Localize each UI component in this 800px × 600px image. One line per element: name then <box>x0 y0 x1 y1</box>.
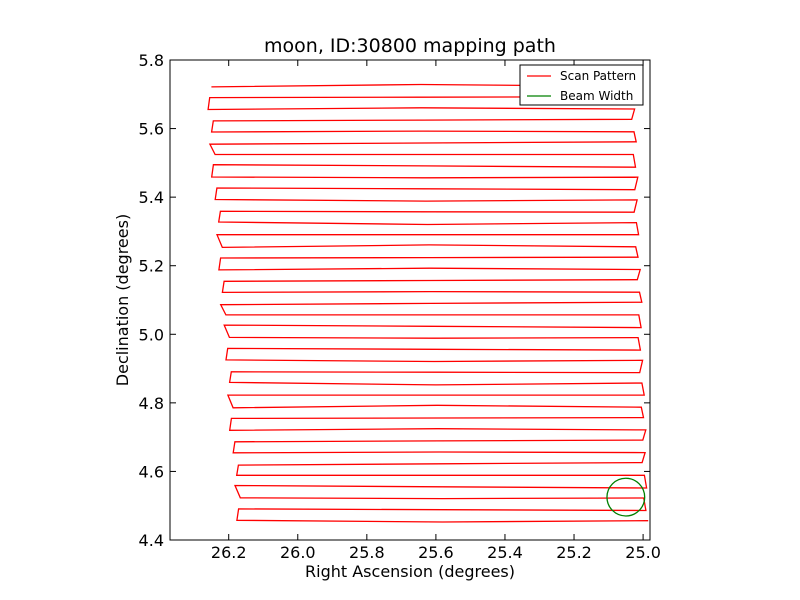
y-tick-label: 5.8 <box>139 51 164 70</box>
y-axis-ticks: 4.4 4.6 4.8 5.0 5.2 5.4 5.6 5.8 <box>139 51 650 550</box>
plot-area-background <box>170 60 650 540</box>
y-tick-label: 5.2 <box>139 257 164 276</box>
chart-title: moon, ID:30800 mapping path <box>264 35 556 57</box>
y-tick-label: 4.6 <box>139 462 164 481</box>
y-tick-label: 5.6 <box>139 120 164 139</box>
y-axis-label: Declination (degrees) <box>113 214 132 386</box>
legend-box <box>519 64 644 106</box>
x-tick-label: 25.8 <box>349 543 385 562</box>
x-tick-label: 25.6 <box>418 543 454 562</box>
plot-frame <box>169 59 651 541</box>
y-tick-label: 5.4 <box>139 188 164 207</box>
x-tick-label: 25.0 <box>625 543 661 562</box>
x-tick-label: 25.4 <box>487 543 523 562</box>
beam-width-circle <box>606 477 646 517</box>
legend: Scan Pattern Beam Width <box>519 64 644 106</box>
x-axis-label: Right Ascension (degrees) <box>305 562 515 581</box>
x-axis-ticks: 26.2 26.0 25.8 25.6 25.4 25.2 25.0 <box>211 60 661 562</box>
y-tick-label: 4.4 <box>139 531 164 550</box>
x-tick-label: 25.2 <box>556 543 592 562</box>
plot-data-group <box>207 83 649 523</box>
legend-label-beam-width: Beam Width <box>560 89 633 103</box>
x-tick-label: 26.0 <box>280 543 316 562</box>
legend-label-scan-pattern: Scan Pattern <box>560 69 636 83</box>
y-tick-label: 5.0 <box>139 325 164 344</box>
x-tick-label: 26.2 <box>211 543 247 562</box>
y-tick-label: 4.8 <box>139 394 164 413</box>
scan-pattern-line <box>207 83 649 523</box>
